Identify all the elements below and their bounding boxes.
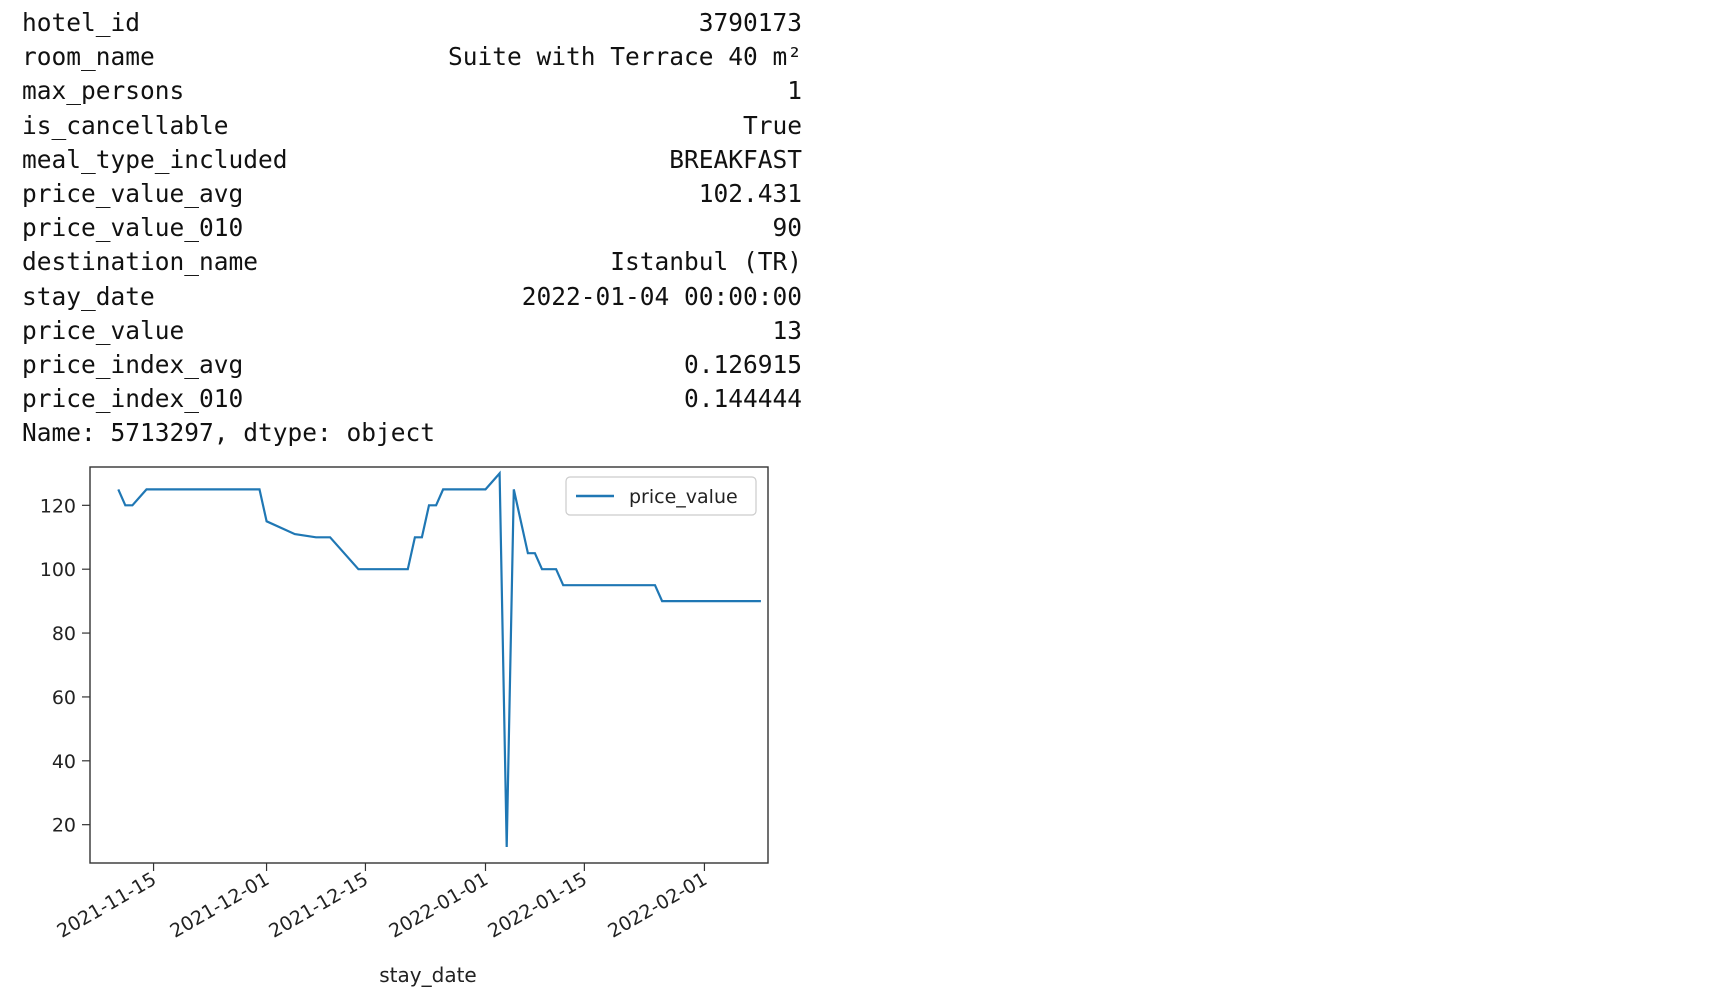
row-key: hotel_id bbox=[22, 8, 141, 37]
y-tick-label: 40 bbox=[52, 751, 76, 773]
row-key: room_name bbox=[22, 42, 155, 72]
x-tick-label: 2021-12-01 bbox=[166, 868, 273, 942]
series-row-price-value: price_value 13 bbox=[22, 314, 802, 348]
x-axis-label: stay_date bbox=[379, 963, 476, 987]
series-row-meal-type-included: meal_type_included BREAKFAST bbox=[22, 143, 802, 177]
row-key: max_persons bbox=[22, 76, 185, 106]
row-value: 0.126915 bbox=[683, 349, 802, 379]
row-key: destination_name bbox=[22, 247, 259, 277]
row-key: meal_type_included bbox=[22, 144, 288, 174]
x-tick-label: 2022-01-15 bbox=[484, 868, 591, 942]
series-row-destination-name: destination_name Istanbul (TR) bbox=[22, 245, 802, 279]
series-row-stay-date: stay_date 2022-01-04 00:00:00 bbox=[22, 280, 802, 314]
series-footer: Name: 5713297, dtype: object bbox=[22, 418, 436, 448]
series-row-price-index-avg: price_index_avg 0.126915 bbox=[22, 348, 802, 382]
x-tick-label: 2022-01-01 bbox=[385, 868, 492, 942]
row-key: price_index_010 bbox=[22, 384, 244, 414]
series-row-is-cancellable: is_cancellable True bbox=[22, 109, 802, 143]
row-value: Suite with Terrace 40 m² bbox=[447, 42, 802, 72]
x-tick-label: 2022-02-01 bbox=[604, 868, 711, 942]
row-value: 13 bbox=[772, 315, 802, 345]
series-printout: hotel_id 3790173 room_name Suite with Terra… bbox=[22, 6, 802, 450]
y-axis: 20 40 60 80 100 120 bbox=[40, 495, 90, 837]
y-tick-label: 60 bbox=[52, 687, 76, 709]
row-key: stay_date bbox=[22, 281, 155, 311]
x-tick-label: 2021-11-15 bbox=[53, 868, 160, 942]
series-row-price-value-010: price_value_010 90 bbox=[22, 211, 802, 245]
row-value: BREAKFAST bbox=[669, 144, 802, 174]
row-value: 102.431 bbox=[698, 178, 802, 208]
row-key: price_value_avg bbox=[22, 178, 244, 208]
row-key: price_value bbox=[22, 315, 185, 345]
row-value: 3790173 bbox=[698, 8, 802, 37]
x-tick-label: 2021-12-15 bbox=[265, 868, 372, 942]
row-key: price_value_010 bbox=[22, 213, 244, 243]
row-value: 0.144444 bbox=[683, 384, 802, 414]
y-tick-label: 100 bbox=[40, 559, 76, 581]
y-tick-label: 20 bbox=[52, 815, 76, 837]
legend-label: price_value bbox=[629, 486, 738, 508]
series-line-price-value bbox=[117, 470, 761, 848]
series-row-room-name: room_name Suite with Terrace 40 m² bbox=[22, 40, 802, 74]
series-row-max-persons: max_persons 1 bbox=[22, 74, 802, 108]
plot-area bbox=[117, 470, 761, 848]
row-key: price_index_avg bbox=[22, 349, 244, 379]
legend: price_value bbox=[565, 476, 757, 516]
y-tick-label: 120 bbox=[40, 495, 76, 517]
series-row-price-index-010: price_index_010 0.144444 bbox=[22, 382, 802, 416]
price-value-line-chart: 20 40 60 80 100 120 2021-11-15 2021-12-012021-… bbox=[40, 466, 769, 987]
row-value: 90 bbox=[772, 213, 802, 243]
row-value: Istanbul (TR) bbox=[610, 247, 802, 277]
row-value: 1 bbox=[787, 76, 802, 106]
row-value: 2022-01-04 00:00:00 bbox=[521, 281, 802, 311]
series-row-price-value-avg: price_value_avg 102.431 bbox=[22, 177, 802, 211]
legend-box bbox=[565, 476, 757, 516]
plot-frame bbox=[89, 466, 769, 864]
series-row-hotel-id: hotel_id 3790173 bbox=[22, 6, 802, 40]
row-value: True bbox=[742, 110, 802, 140]
y-tick-label: 80 bbox=[52, 623, 76, 645]
series-rows: hotel_id 3790173 room_name Suite with Terra… bbox=[22, 6, 802, 416]
row-key: is_cancellable bbox=[22, 110, 229, 140]
